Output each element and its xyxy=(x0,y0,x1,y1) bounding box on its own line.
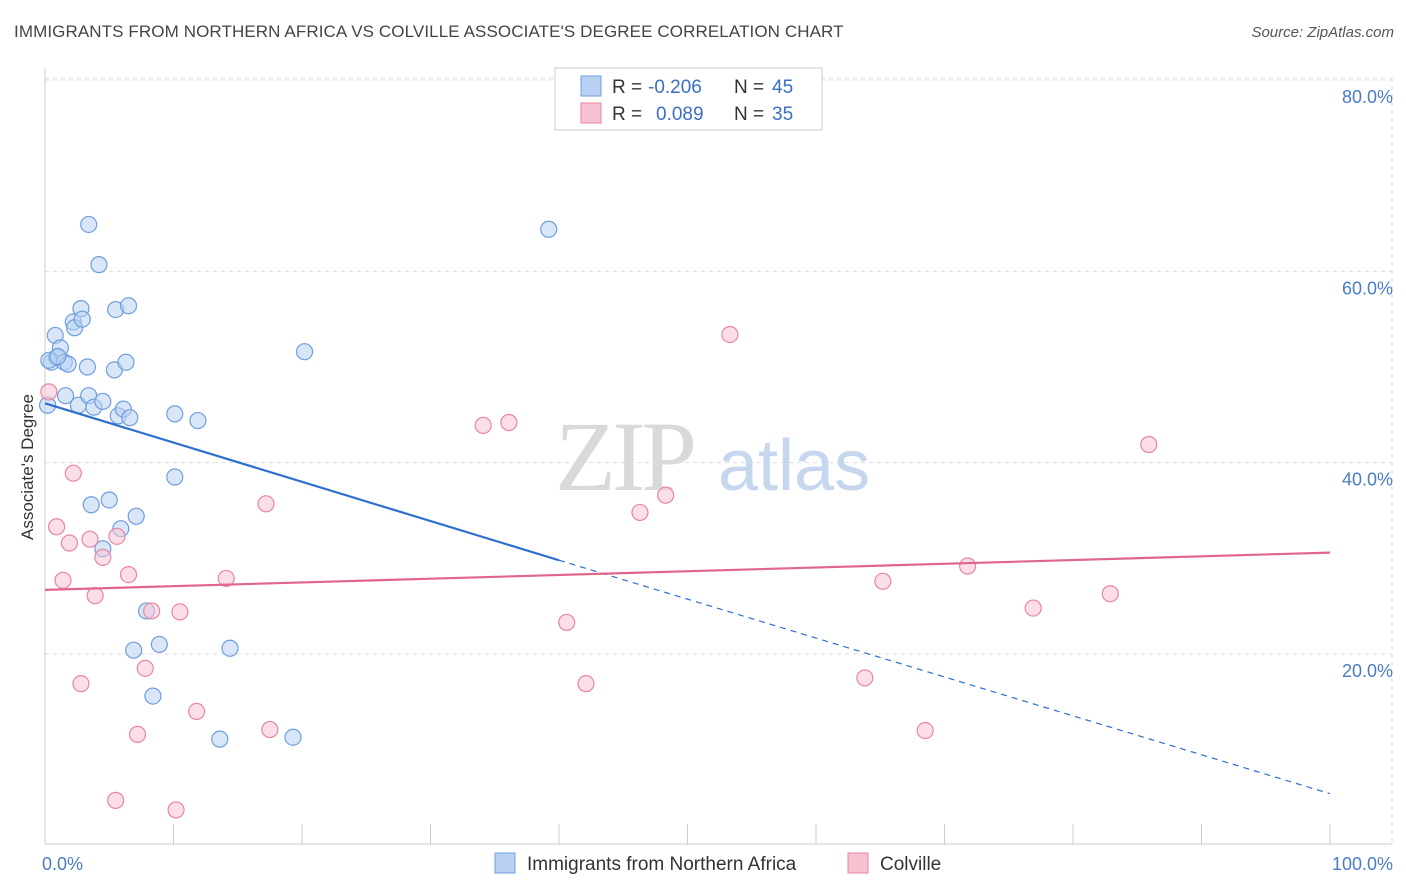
pink-point-14 xyxy=(143,602,161,620)
legend-r-label-2: R = xyxy=(612,104,642,125)
top-legend: R = -0.206 N = 45 R = 0.089 N = 35 xyxy=(554,67,823,131)
pink-point-0 xyxy=(40,383,58,401)
legend-r-label-1: R = xyxy=(612,77,642,98)
blue-point-37 xyxy=(189,411,207,430)
pink-point-5 xyxy=(72,675,90,693)
blue-point-12 xyxy=(73,310,91,328)
pink-point-23 xyxy=(577,675,595,693)
blue-point-44 xyxy=(49,347,67,366)
y-tick-label-1: 40.0% xyxy=(1342,470,1393,490)
blue-point-42 xyxy=(540,220,558,238)
y-axis-label: Associate's Degree xyxy=(18,394,37,540)
blue-point-19 xyxy=(94,392,112,411)
y-tick-label-2: 60.0% xyxy=(1342,278,1393,298)
blue-point-18 xyxy=(90,256,108,274)
pink-point-31 xyxy=(1024,599,1042,617)
blue-point-28 xyxy=(119,297,138,315)
pink-point-25 xyxy=(657,486,675,504)
bottom-legend-swatch-blue xyxy=(494,852,516,874)
legend-n-value-1: 45 xyxy=(772,77,793,98)
pink-point-16 xyxy=(188,702,206,721)
pink-point-4 xyxy=(64,464,82,482)
blue-trend-line xyxy=(44,402,560,562)
legend-n-label-2: N = xyxy=(734,104,764,125)
bottom-legend-label-pink: Colville xyxy=(880,854,941,875)
watermark-atlas: atlas xyxy=(718,426,870,506)
pink-point-30 xyxy=(959,557,977,575)
blue-point-35 xyxy=(166,468,184,486)
pink-point-33 xyxy=(1140,435,1158,454)
blue-point-27 xyxy=(117,353,135,371)
x-tick-label-0: 0.0% xyxy=(42,854,83,874)
blue-point-40 xyxy=(284,728,302,746)
pink-point-22 xyxy=(558,613,576,632)
pink-point-10 xyxy=(108,527,126,545)
legend-r-value-1: -0.206 xyxy=(648,77,702,98)
pink-point-29 xyxy=(916,721,934,740)
pink-point-20 xyxy=(474,416,492,434)
pink-point-1 xyxy=(47,518,66,536)
pink-point-8 xyxy=(94,548,112,566)
blue-point-33 xyxy=(144,687,162,705)
pink-point-15 xyxy=(167,801,185,819)
bottom-legend: Immigrants from Northern Africa Colville xyxy=(494,852,941,875)
bottom-legend-swatch-pink xyxy=(847,852,869,874)
blue-point-38 xyxy=(211,730,229,748)
legend-n-value-2: 35 xyxy=(772,104,793,125)
blue-point-31 xyxy=(127,507,145,525)
blue-point-39 xyxy=(221,639,239,657)
pink-point-32 xyxy=(1101,585,1119,603)
chart-title: IMMIGRANTS FROM NORTHERN AFRICA VS COLVI… xyxy=(14,22,844,41)
tick-labels: 20.0% 40.0% 60.0% 80.0% 0.0% 100.0% xyxy=(42,87,1393,874)
pink-trend-line xyxy=(44,551,1331,592)
pink-point-12 xyxy=(128,725,147,743)
pink-point-11 xyxy=(119,565,138,584)
pink-point-9 xyxy=(107,791,125,809)
blue-point-16 xyxy=(82,496,100,514)
blue-point-41 xyxy=(295,343,314,361)
watermark: ZIP atlas xyxy=(555,401,870,512)
source-label: Source: ZipAtlas.com xyxy=(1251,24,1394,41)
pink-point-13 xyxy=(136,659,154,677)
legend-n-label-1: N = xyxy=(734,77,764,98)
pink-point-2 xyxy=(54,571,72,589)
pink-point-34 xyxy=(171,603,189,621)
pink-point-7 xyxy=(86,587,104,605)
blue-point-34 xyxy=(150,635,168,654)
pink-point-19 xyxy=(261,720,279,739)
y-tick-label-3: 80.0% xyxy=(1342,87,1393,107)
points xyxy=(38,215,1158,819)
blue-trend-dashed xyxy=(558,559,1331,795)
pink-point-24 xyxy=(631,503,649,522)
pink-point-18 xyxy=(257,495,275,513)
blue-point-15 xyxy=(80,215,98,234)
pink-point-17 xyxy=(217,569,235,588)
blue-point-30 xyxy=(125,641,143,659)
y-tick-label-0: 20.0% xyxy=(1342,661,1393,681)
pink-point-27 xyxy=(856,669,874,687)
legend-swatch-blue xyxy=(580,75,602,97)
blue-point-29 xyxy=(121,409,139,427)
pink-point-6 xyxy=(81,530,99,548)
legend-r-value-2: 0.089 xyxy=(656,104,704,125)
blue-point-36 xyxy=(166,405,184,423)
pink-point-3 xyxy=(60,534,79,552)
trend-lines xyxy=(44,402,1331,795)
axes xyxy=(44,68,1392,845)
pink-point-26 xyxy=(721,325,739,344)
legend-swatch-pink xyxy=(580,102,602,124)
bottom-legend-label-blue: Immigrants from Northern Africa xyxy=(527,854,797,875)
blue-point-13 xyxy=(78,358,97,376)
x-tick-label-1: 100.0% xyxy=(1332,854,1393,874)
blue-point-6 xyxy=(56,387,75,405)
pink-point-21 xyxy=(500,413,518,432)
blue-point-21 xyxy=(100,491,118,509)
pink-point-28 xyxy=(874,572,892,590)
